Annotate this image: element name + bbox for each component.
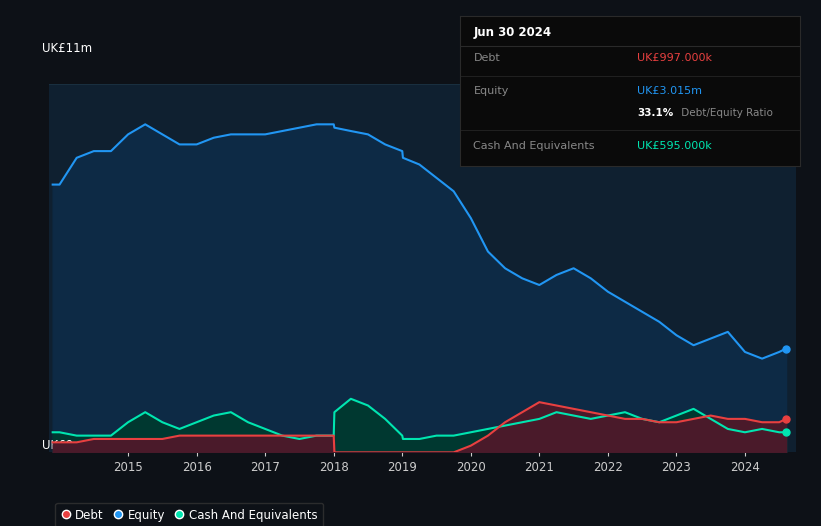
- Text: Debt/Equity Ratio: Debt/Equity Ratio: [678, 108, 773, 118]
- Text: UK£11m: UK£11m: [42, 42, 92, 55]
- Text: Debt: Debt: [474, 53, 500, 63]
- Text: UK£3.015m: UK£3.015m: [637, 86, 702, 96]
- Text: Jun 30 2024: Jun 30 2024: [474, 26, 552, 39]
- Text: Cash And Equivalents: Cash And Equivalents: [474, 141, 595, 151]
- Text: 33.1%: 33.1%: [637, 108, 673, 118]
- Text: UK£997.000k: UK£997.000k: [637, 53, 712, 63]
- Text: UK£595.000k: UK£595.000k: [637, 141, 712, 151]
- Text: UK£0: UK£0: [42, 439, 73, 452]
- Legend: Debt, Equity, Cash And Equivalents: Debt, Equity, Cash And Equivalents: [55, 503, 323, 526]
- Text: Equity: Equity: [474, 86, 509, 96]
